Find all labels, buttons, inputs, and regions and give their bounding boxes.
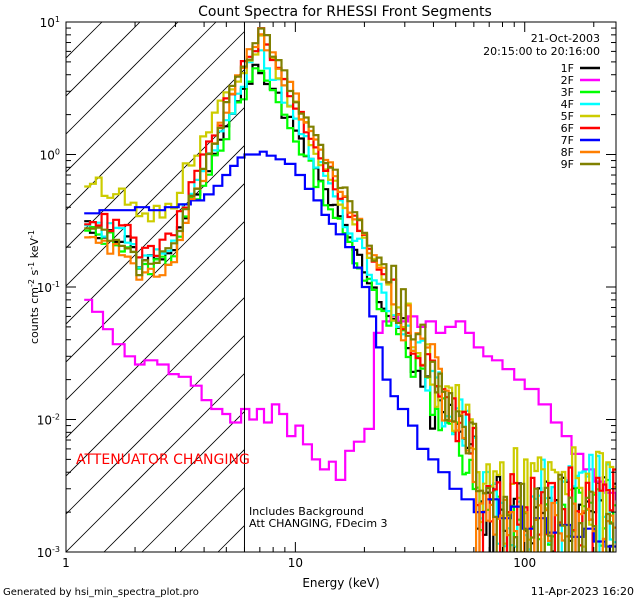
x-axis-label: Energy (keV) <box>302 576 379 590</box>
chart-title: Count Spectra for RHESSI Front Segments <box>198 4 492 20</box>
y-tick-label: 10-1 <box>37 280 60 295</box>
y-tick-label: 10-2 <box>37 413 60 428</box>
legend-label-2F: 2F <box>561 74 574 87</box>
time-range-label: 20:15:00 to 20:16:00 <box>483 45 600 58</box>
note-line-2: Att CHANGING, FDecim 3 <box>249 517 388 530</box>
y-tick-label: 100 <box>40 148 60 163</box>
hatch-line <box>66 22 217 173</box>
x-tick-label: 1 <box>62 556 70 570</box>
hatch-line <box>66 22 179 135</box>
legend-label-4F: 4F <box>561 98 574 111</box>
legend-label-5F: 5F <box>561 110 574 123</box>
legend-label-9F: 9F <box>561 158 574 171</box>
axis-ticks: 1 10 100 101 100 10-1 10-2 10-3 <box>37 15 616 570</box>
hatch-line <box>66 22 255 211</box>
x-tick-label: 100 <box>513 556 536 570</box>
hatch-line <box>66 22 293 249</box>
attenuator-hatch <box>66 22 616 552</box>
series-2F-line <box>84 298 616 501</box>
y-tick-label: 101 <box>40 15 60 30</box>
series-9F-line <box>84 27 615 552</box>
series-7F-line <box>84 150 616 548</box>
hatch-mask <box>244 22 616 552</box>
legend-label-7F: 7F <box>561 134 574 147</box>
legend-label-6F: 6F <box>561 122 574 135</box>
y-tick-label: 10-3 <box>37 545 60 560</box>
date-label: 21-Oct-2003 <box>531 32 600 45</box>
footer-generated-by: Generated by hsi_min_spectra_plot.pro <box>3 587 199 598</box>
y-axis-label: counts cm-2 s-1 keV-1 <box>27 230 41 344</box>
legend-label-8F: 8F <box>561 146 574 159</box>
legend-label-1F: 1F <box>561 62 574 75</box>
hatch-line <box>66 22 331 287</box>
series-layer <box>84 27 616 552</box>
note-line-1: Includes Background <box>249 505 364 518</box>
legend-label-3F: 3F <box>561 86 574 99</box>
attenuator-label: ATTENUATOR CHANGING <box>76 452 250 468</box>
footer-timestamp: 11-Apr-2023 16:20 <box>531 585 634 598</box>
x-tick-label: 10 <box>288 556 303 570</box>
